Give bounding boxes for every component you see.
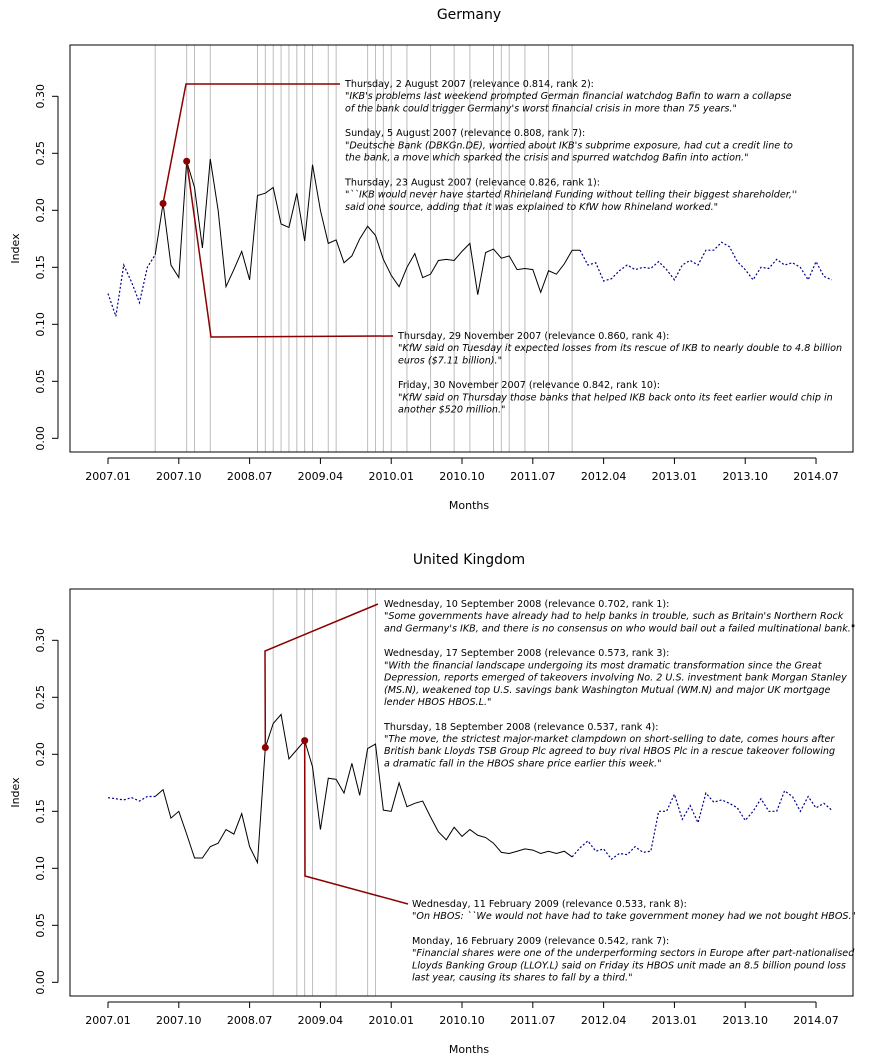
- x-tick-label: 2013.10: [722, 470, 768, 483]
- y-tick-label: 0.00: [34, 426, 47, 451]
- annotation-quote: "On HBOS: ``We would not have had to tak…: [412, 910, 856, 922]
- x-tick-label: 2009.04: [298, 470, 344, 483]
- x-tick-label: 2010.01: [368, 1014, 414, 1027]
- x-tick-label: 2008.07: [227, 1014, 273, 1027]
- connector: [162, 83, 340, 204]
- x-tick-label: 2010.10: [439, 470, 485, 483]
- x-tick-label: 2011.07: [510, 470, 556, 483]
- annotation-heading: Sunday, 5 August 2007 (relevance 0.808, …: [345, 128, 585, 139]
- y-tick-label: 0.00: [34, 970, 47, 995]
- annotation-heading: Wednesday, 17 September 2008 (relevance …: [384, 648, 669, 659]
- connector: [185, 161, 394, 338]
- x-axis-label: Months: [449, 499, 489, 512]
- x-axis-label: Months: [449, 1043, 489, 1056]
- x-tick-label: 2013.01: [652, 1014, 698, 1027]
- plot-frame: [69, 588, 854, 997]
- annotation-quote: euros ($7.11 billion).": [398, 355, 502, 366]
- annotation-quote: British bank Lloyds TSB Group Plc agreed…: [384, 746, 835, 757]
- annotation-quote: another $520 million.": [398, 405, 505, 416]
- y-tick-label: 0.10: [34, 312, 47, 337]
- annotation-heading: Thursday, 23 August 2007 (relevance 0.82…: [344, 177, 600, 188]
- annotation-quote: "``IKB would never have started Rhinelan…: [345, 189, 797, 201]
- series-line: [154, 713, 573, 865]
- y-tick-label: 0.25: [34, 685, 47, 710]
- y-tick-label: 0.30: [34, 628, 47, 653]
- annotation-heading: Wednesday, 10 September 2008 (relevance …: [384, 599, 669, 610]
- annotation-quote: a dramatic fall in the HBOS share price …: [384, 758, 662, 769]
- x-tick-label: 2008.07: [227, 470, 273, 483]
- y-tick-label: 0.20: [34, 742, 47, 767]
- annotation-quote: "IKB's problems last weekend prompted Ge…: [345, 91, 792, 102]
- y-tick-label: 0.05: [34, 913, 47, 938]
- annotation-quote: Depression, reports emerged of takeovers…: [384, 673, 847, 684]
- y-tick-label: 0.25: [34, 141, 47, 166]
- annotation-heading: Thursday, 18 September 2008 (relevance 0…: [383, 722, 658, 733]
- plot-frame: [69, 44, 854, 453]
- x-tick-label: 2007.01: [85, 470, 131, 483]
- y-axis-label: Index: [9, 777, 22, 808]
- panel: United Kingdom Months Index 0.00 0.05 0.10 0.1…: [9, 552, 856, 1056]
- annotation-quote: and Germany's IKB, and there is no conse…: [384, 623, 855, 634]
- chart-title: Germany: [437, 7, 501, 23]
- annotation-quote: (MS.N), weakened top U.S. savings bank W…: [384, 685, 831, 696]
- panel: Germany Months Index 0.00 0.05 0.10 0.15 0.20 0.…: [9, 7, 854, 512]
- annotation-quote: said one source, adding that it was expl…: [345, 202, 718, 213]
- x-tick-label: 2007.10: [156, 470, 202, 483]
- y-tick-label: 0.10: [34, 856, 47, 881]
- x-tick-label: 2014.07: [793, 1014, 839, 1027]
- annotation-quote: "With the financial landscape undergoing…: [384, 660, 823, 671]
- annotation-quote: "KfW said on Tuesday it expected losses …: [398, 343, 842, 354]
- highlight-point: [261, 743, 269, 751]
- annotation-quote: "Some governments have already had to he…: [384, 611, 844, 622]
- series-line: [154, 158, 581, 295]
- annotation-quote: last year, causing its shares to fall by…: [412, 973, 633, 984]
- x-tick-label: 2012.04: [581, 470, 627, 483]
- y-tick-label: 0.30: [34, 84, 47, 109]
- x-tick-label: 2013.10: [722, 1014, 768, 1027]
- series-line: [107, 241, 832, 317]
- highlight-point: [159, 199, 167, 207]
- x-tick-label: 2010.01: [368, 470, 414, 483]
- series-line: [107, 789, 833, 861]
- x-tick-label: 2014.07: [793, 470, 839, 483]
- connector: [303, 740, 409, 905]
- annotation-quote: lender HBOS HBOS.L.": [384, 697, 491, 708]
- annotation-heading: Wednesday, 11 February 2009 (relevance 0…: [412, 899, 687, 910]
- connector: [264, 603, 379, 748]
- x-tick-label: 2011.07: [510, 1014, 556, 1027]
- x-tick-label: 2013.01: [652, 470, 698, 483]
- y-tick-label: 0.15: [34, 255, 47, 280]
- y-tick-label: 0.05: [34, 369, 47, 394]
- annotation-heading: Thursday, 2 August 2007 (relevance 0.814…: [344, 79, 594, 90]
- annotation-heading: Friday, 30 November 2007 (relevance 0.84…: [398, 380, 660, 391]
- x-tick-label: 2007.01: [85, 1014, 131, 1027]
- annotation-quote: "The move, the strictest major-market cl…: [384, 734, 835, 745]
- x-tick-label: 2010.10: [439, 1014, 485, 1027]
- annotation-quote: "Deutsche Bank (DBKGn.DE), worried about…: [345, 140, 793, 151]
- annotation-quote: of the bank could trigger Germany's wors…: [345, 103, 737, 114]
- annotation-quote: the bank, a move which sparked the crisi…: [345, 153, 749, 164]
- annotation-quote: "KfW said on Thursday those banks that h…: [398, 392, 833, 403]
- x-tick-label: 2009.04: [298, 1014, 344, 1027]
- highlight-point: [301, 737, 309, 745]
- y-axis-label: Index: [9, 233, 22, 264]
- x-tick-label: 2012.04: [581, 1014, 627, 1027]
- y-tick-label: 0.15: [34, 799, 47, 824]
- annotation-heading: Thursday, 29 November 2007 (relevance 0.…: [397, 331, 669, 342]
- annotation-heading: Monday, 16 February 2009 (relevance 0.54…: [412, 936, 669, 947]
- annotation-quote: "Financial shares were one of the underp…: [412, 948, 855, 959]
- y-tick-label: 0.20: [34, 198, 47, 223]
- highlight-point: [183, 157, 191, 165]
- annotation-quote: Lloyds Banking Group (LLOY.L) said on Fr…: [412, 960, 846, 971]
- x-tick-label: 2007.10: [156, 1014, 202, 1027]
- chart-title: United Kingdom: [413, 552, 525, 568]
